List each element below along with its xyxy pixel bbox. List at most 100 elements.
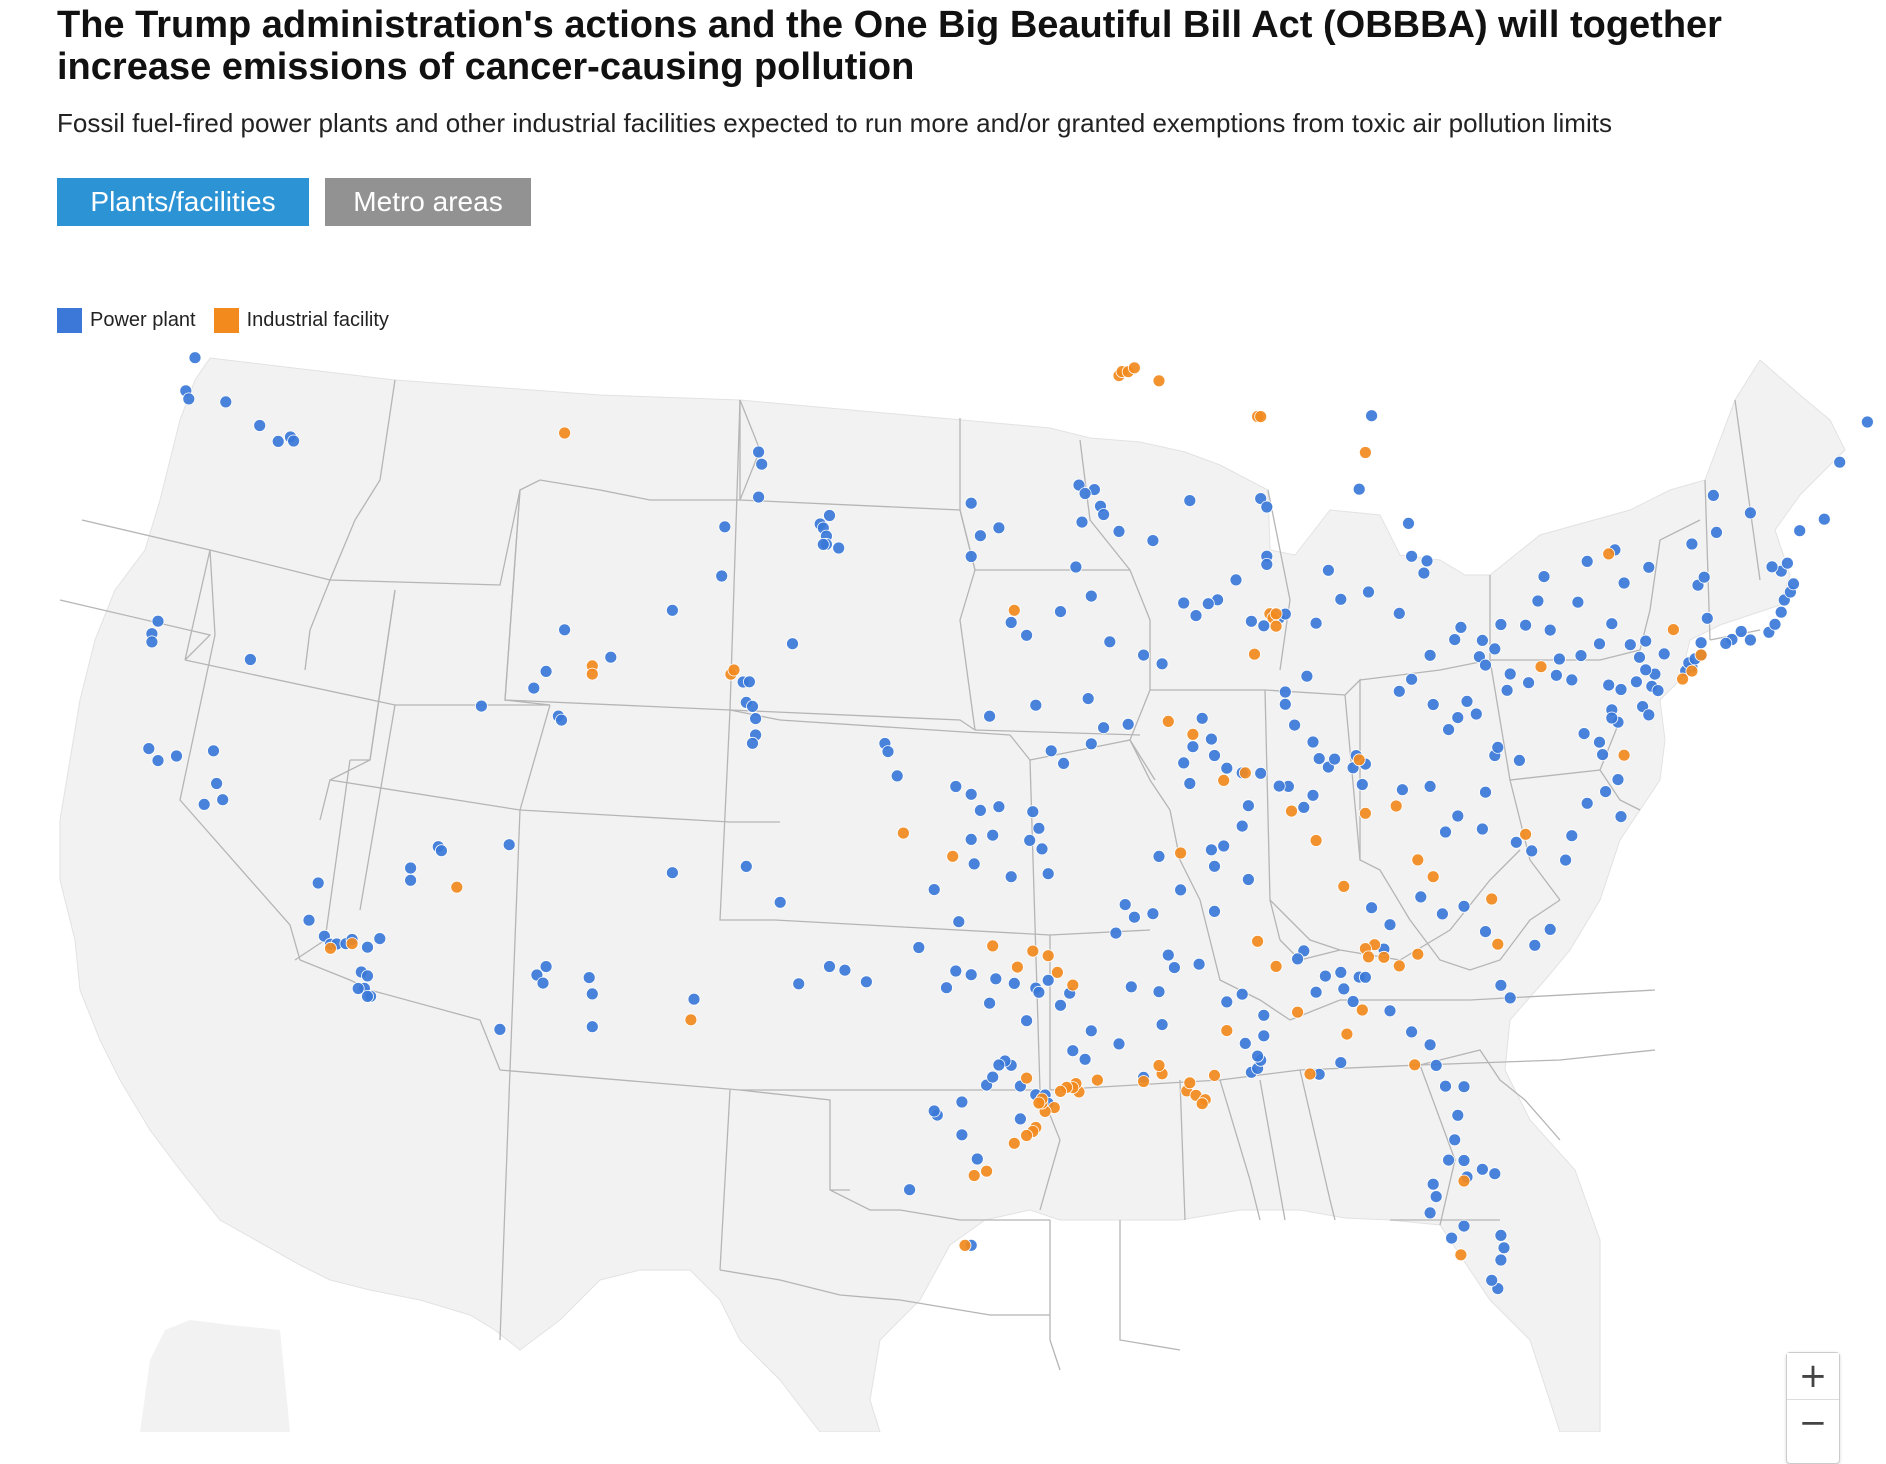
- power-plant-marker[interactable]: [1007, 977, 1021, 990]
- power-plant-marker[interactable]: [1112, 1037, 1126, 1051]
- industrial-facility-marker[interactable]: [1269, 960, 1283, 973]
- power-plant-marker[interactable]: [955, 1095, 969, 1109]
- power-plant-marker[interactable]: [1205, 732, 1218, 746]
- power-plant-marker[interactable]: [1023, 833, 1037, 847]
- industrial-facility-marker[interactable]: [1161, 714, 1175, 728]
- industrial-facility-marker[interactable]: [1269, 607, 1283, 621]
- power-plant-marker[interactable]: [1334, 592, 1348, 606]
- power-plant-marker[interactable]: [1630, 675, 1643, 689]
- power-plant-marker[interactable]: [1205, 843, 1218, 857]
- power-plant-marker[interactable]: [792, 977, 806, 991]
- power-plant-marker[interactable]: [1642, 708, 1656, 722]
- industrial-facility-marker[interactable]: [1007, 1136, 1021, 1150]
- industrial-facility-marker[interactable]: [1389, 799, 1403, 813]
- power-plant-marker[interactable]: [1457, 899, 1471, 913]
- power-plant-marker[interactable]: [1014, 1112, 1027, 1126]
- power-plant-marker[interactable]: [253, 419, 267, 432]
- power-plant-marker[interactable]: [1238, 1037, 1252, 1050]
- power-plant-marker[interactable]: [1602, 678, 1616, 692]
- power-plant-marker[interactable]: [1152, 985, 1166, 999]
- power-plant-marker[interactable]: [182, 392, 196, 406]
- power-plant-marker[interactable]: [838, 963, 852, 977]
- power-plant-marker[interactable]: [1519, 618, 1532, 632]
- power-plant-marker[interactable]: [1195, 711, 1209, 725]
- power-plant-marker[interactable]: [1306, 788, 1320, 802]
- power-plant-marker[interactable]: [1476, 1162, 1489, 1176]
- power-plant-marker[interactable]: [823, 960, 836, 973]
- industrial-facility-marker[interactable]: [450, 880, 464, 894]
- power-plant-marker[interactable]: [1359, 970, 1372, 984]
- power-plant-marker[interactable]: [890, 769, 904, 783]
- power-plant-marker[interactable]: [1651, 684, 1665, 698]
- power-plant-marker[interactable]: [1817, 512, 1831, 526]
- power-plant-marker[interactable]: [1553, 652, 1566, 666]
- power-plant-marker[interactable]: [752, 445, 765, 459]
- power-plant-marker[interactable]: [582, 971, 596, 984]
- power-plant-marker[interactable]: [216, 793, 230, 807]
- power-plant-marker[interactable]: [1513, 753, 1526, 767]
- industrial-facility-marker[interactable]: [1392, 959, 1406, 973]
- power-plant-marker[interactable]: [1084, 737, 1098, 751]
- industrial-facility-marker[interactable]: [1359, 806, 1372, 820]
- power-plant-marker[interactable]: [964, 787, 978, 801]
- power-plant-marker[interactable]: [1183, 494, 1197, 508]
- power-plant-marker[interactable]: [1451, 809, 1465, 823]
- power-plant-marker[interactable]: [1426, 1177, 1440, 1191]
- power-plant-marker[interactable]: [952, 915, 966, 929]
- power-plant-marker[interactable]: [1032, 985, 1046, 999]
- power-plant-marker[interactable]: [823, 509, 836, 522]
- power-plant-marker[interactable]: [666, 603, 679, 617]
- power-plant-marker[interactable]: [1479, 785, 1492, 799]
- industrial-facility-marker[interactable]: [1032, 1096, 1046, 1110]
- power-plant-marker[interactable]: [287, 434, 301, 448]
- power-plant-marker[interactable]: [1337, 982, 1351, 996]
- power-plant-marker[interactable]: [746, 736, 759, 750]
- power-plant-marker[interactable]: [983, 996, 996, 1010]
- power-plant-marker[interactable]: [1124, 980, 1138, 994]
- power-plant-marker[interactable]: [687, 992, 701, 1006]
- power-plant-marker[interactable]: [1423, 648, 1437, 662]
- power-plant-marker[interactable]: [539, 960, 553, 973]
- power-plant-marker[interactable]: [555, 713, 568, 727]
- power-plant-marker[interactable]: [1439, 825, 1452, 839]
- power-plant-marker[interactable]: [1020, 1014, 1033, 1028]
- power-plant-marker[interactable]: [1685, 537, 1699, 551]
- industrial-facility-marker[interactable]: [967, 1169, 981, 1182]
- industrial-facility-marker[interactable]: [1602, 547, 1616, 561]
- power-plant-marker[interactable]: [1229, 573, 1243, 587]
- power-plant-marker[interactable]: [1488, 1167, 1502, 1181]
- power-plant-marker[interactable]: [1707, 488, 1720, 502]
- power-plant-marker[interactable]: [1734, 625, 1748, 638]
- power-plant-marker[interactable]: [1103, 635, 1117, 649]
- power-plant-marker[interactable]: [502, 838, 516, 852]
- power-plant-marker[interactable]: [739, 860, 753, 873]
- zoom-out-button[interactable]: −: [1787, 1400, 1839, 1446]
- power-plant-marker[interactable]: [1528, 938, 1542, 952]
- industrial-facility-marker[interactable]: [1408, 1058, 1422, 1072]
- power-plant-marker[interactable]: [1186, 740, 1200, 754]
- power-plant-marker[interactable]: [1004, 616, 1018, 629]
- power-plant-marker[interactable]: [1423, 779, 1437, 793]
- power-plant-marker[interactable]: [749, 712, 762, 726]
- power-plant-marker[interactable]: [210, 777, 224, 790]
- power-plant-marker[interactable]: [1476, 822, 1489, 836]
- power-plant-marker[interactable]: [1793, 524, 1807, 538]
- power-plant-marker[interactable]: [1220, 761, 1234, 775]
- power-plant-marker[interactable]: [1168, 961, 1181, 974]
- industrial-facility-marker[interactable]: [1208, 1069, 1221, 1082]
- power-plant-marker[interactable]: [1334, 966, 1348, 979]
- power-plant-marker[interactable]: [1257, 1008, 1271, 1022]
- power-plant-marker[interactable]: [145, 635, 159, 649]
- power-plant-marker[interactable]: [1242, 799, 1255, 813]
- power-plant-marker[interactable]: [434, 844, 448, 858]
- industrial-facility-marker[interactable]: [1041, 949, 1055, 963]
- industrial-facility-marker[interactable]: [1309, 834, 1323, 847]
- power-plant-marker[interactable]: [1710, 525, 1723, 539]
- industrial-facility-marker[interactable]: [1337, 880, 1351, 893]
- industrial-facility-marker[interactable]: [1362, 950, 1375, 964]
- power-plant-marker[interactable]: [1448, 633, 1462, 647]
- power-plant-marker[interactable]: [1565, 829, 1579, 843]
- industrial-facility-marker[interactable]: [1020, 1071, 1033, 1085]
- power-plant-marker[interactable]: [1109, 926, 1123, 940]
- power-plant-marker[interactable]: [1491, 740, 1505, 754]
